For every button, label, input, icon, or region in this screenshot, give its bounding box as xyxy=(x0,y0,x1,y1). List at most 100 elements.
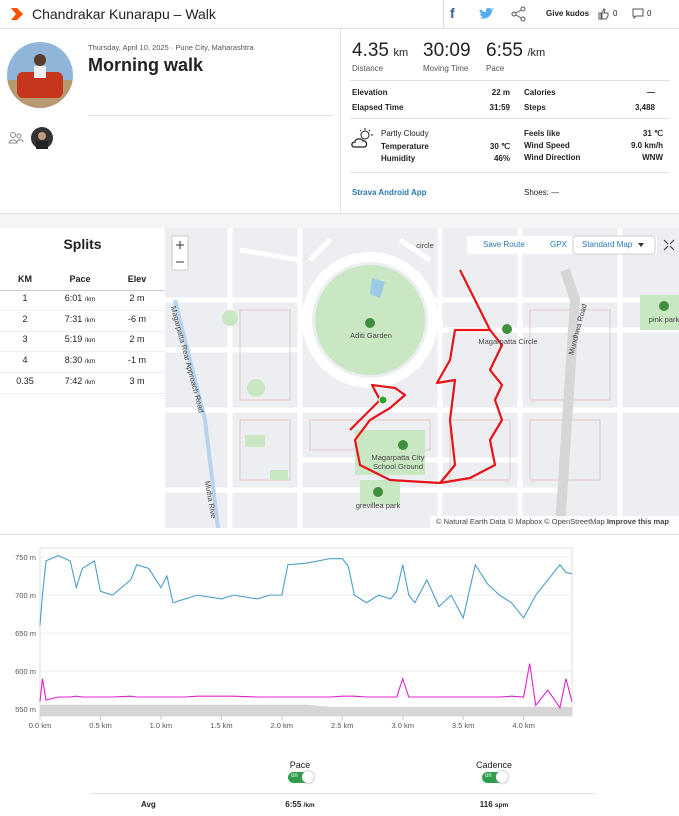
split-pace-unit: /km xyxy=(84,358,96,366)
toggle-knob xyxy=(302,771,314,783)
distance: 4.35 km xyxy=(352,40,408,62)
line xyxy=(39,555,573,626)
activity-name: Morning walk xyxy=(88,55,204,75)
plot-frame xyxy=(39,547,573,717)
split-pace: 8:30 /km xyxy=(45,355,115,365)
divider xyxy=(350,172,670,173)
pace-label: Pace xyxy=(486,64,505,73)
split-pace-value: 7:31 xyxy=(64,313,83,324)
y-tick-label: 750 m xyxy=(15,553,36,562)
give-kudos[interactable]: Give kudos xyxy=(546,9,590,18)
attribution: © Natural Earth Data © Mapbox © OpenStre… xyxy=(436,517,669,526)
x-tick-label: 2.5 km xyxy=(331,721,354,730)
x-tick-label: 4.0 km xyxy=(512,721,535,730)
divider xyxy=(340,28,341,213)
save-route[interactable]: Save Route xyxy=(483,240,525,249)
x-tick-label: 3.5 km xyxy=(452,721,475,730)
split-km: 3 xyxy=(22,334,28,345)
map-label-line: School Ground xyxy=(373,462,423,471)
divider xyxy=(350,118,670,119)
stream-toggle[interactable]: on xyxy=(288,771,314,783)
map[interactable]: Aditi Garden Magarpatta Circle Magarpatta … xyxy=(165,228,679,528)
athlete-avatar[interactable] xyxy=(31,127,53,149)
split-pace-value: 5:19 xyxy=(64,334,83,345)
detail-label: Elevation xyxy=(352,88,388,97)
x-tick-label: 0.5 km xyxy=(89,721,112,730)
weather-label: Wind Direction xyxy=(524,153,581,162)
map-label: pink park xyxy=(649,315,679,324)
kudos-icon[interactable] xyxy=(598,8,610,20)
page-title: Chandrakar Kunarapu – Walk xyxy=(32,6,216,22)
facebook-icon[interactable]: f xyxy=(450,5,455,21)
detail-value: 31:59 xyxy=(489,103,510,112)
detail-value: 22 m xyxy=(491,88,510,97)
toggle-knob xyxy=(496,771,508,783)
toggle-text: on xyxy=(485,773,492,779)
avg-value: 116 xyxy=(479,800,493,809)
divider xyxy=(350,80,670,81)
detail-label: Elapsed Time xyxy=(352,103,404,112)
weather-value: 46% xyxy=(493,154,510,163)
comment-icon[interactable] xyxy=(632,8,644,20)
distance-value: 4.35 xyxy=(352,40,389,61)
detail-label: Steps xyxy=(524,103,546,112)
detail-value: — xyxy=(647,88,655,97)
x-tick-label: 0.0 km xyxy=(29,721,52,730)
split-km: 2 xyxy=(22,313,28,324)
y-tick-label: 600 m xyxy=(15,667,36,676)
weather-value: 30 ℃ xyxy=(489,142,510,151)
splits-table: Splits KM Pace Elev 1 6:01 /km 2 m 2 7:31 /km -6… xyxy=(0,228,165,528)
kudos-count: 0 xyxy=(613,9,618,18)
weather-value: 31 ℃ xyxy=(642,129,663,138)
split-pace: 6:01 /km xyxy=(45,293,115,303)
gap xyxy=(0,214,679,228)
map-label: Aditi Garden xyxy=(350,331,392,340)
share-icon[interactable] xyxy=(511,6,527,22)
divider xyxy=(443,0,444,28)
avg-unit: spm xyxy=(494,802,509,809)
weather-condition: Partly Cloudy xyxy=(381,129,429,138)
split-elev: 3 m xyxy=(129,375,145,386)
group-icon[interactable] xyxy=(8,131,24,145)
divider xyxy=(0,213,679,214)
x-tick-label: 1.0 km xyxy=(150,721,173,730)
weather-label: Temperature xyxy=(381,142,429,151)
detail-label: Calories xyxy=(524,88,556,97)
area xyxy=(40,704,572,716)
y-tick-label: 700 m xyxy=(15,591,36,600)
gpx[interactable]: GPX xyxy=(550,240,567,249)
map-label: Magarpatta City School Ground xyxy=(372,453,425,471)
map-style[interactable]: Standard Map xyxy=(582,240,633,249)
avatar[interactable] xyxy=(7,42,73,108)
splits-rule xyxy=(0,392,165,394)
logo[interactable] xyxy=(10,7,24,21)
weather-value: WNW xyxy=(642,153,663,162)
avg-label: Avg xyxy=(141,800,156,809)
split-pace-value: 8:30 xyxy=(64,355,83,366)
elevation-chart: 550 m 600 m 650 m 700 m 750 m 0.0 km 0.5 km 1.0… xyxy=(15,547,573,730)
toggle-text: on xyxy=(291,773,298,779)
device-link[interactable]: Strava Android App xyxy=(352,188,427,197)
moving-time: 30:09 xyxy=(423,40,471,62)
attribution-text: © Natural Earth Data © Mapbox © OpenStre… xyxy=(436,517,605,526)
comment-count: 0 xyxy=(647,9,652,18)
split-pace: 5:19 /km xyxy=(45,334,115,344)
twitter-icon[interactable] xyxy=(479,7,495,21)
stream-toggle[interactable]: on xyxy=(482,771,508,783)
splits-title: Splits xyxy=(63,236,102,252)
moving-time-value: 30:09 xyxy=(423,40,471,61)
stream-name: Cadence xyxy=(475,760,513,770)
divider xyxy=(0,534,679,535)
splits-header: Elev xyxy=(127,274,147,284)
weather-label: Humidity xyxy=(381,154,416,163)
split-pace: 7:42 /km xyxy=(45,376,115,386)
splits-rule xyxy=(0,310,165,311)
improve-map[interactable]: Improve this map xyxy=(606,517,669,526)
avg-value: 6:55 xyxy=(285,800,302,809)
weather-label: Feels like xyxy=(524,129,561,138)
map-label: Magarpatta Circle xyxy=(478,337,537,346)
weather-label: Wind Speed xyxy=(524,141,570,150)
split-pace-value: 6:01 xyxy=(64,293,83,303)
split-elev: 2 m xyxy=(129,334,145,345)
